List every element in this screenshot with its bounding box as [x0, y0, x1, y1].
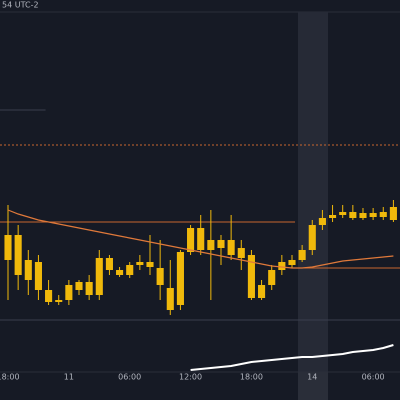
candle-body — [288, 260, 296, 265]
candle-body — [227, 240, 235, 255]
line-series — [190, 344, 394, 371]
x-tick-label: 06:00 — [362, 373, 385, 382]
candle-body — [55, 300, 63, 302]
timezone-label: 54 UTC-2 — [2, 1, 39, 10]
candle-body — [247, 255, 255, 298]
candle-body — [329, 215, 337, 218]
candle-body — [339, 212, 347, 215]
candle-body — [318, 218, 326, 225]
candle-body — [65, 285, 73, 300]
candle-body — [359, 213, 367, 218]
candle-body — [298, 250, 306, 260]
candle-body — [258, 285, 266, 298]
candle-body — [146, 262, 154, 267]
highlight-axis — [298, 372, 328, 400]
x-tick-label: 14 — [307, 373, 317, 382]
candle-body — [34, 262, 42, 290]
candle-body — [4, 235, 12, 260]
candle-body — [349, 212, 357, 218]
candle-body — [14, 235, 22, 275]
candle-body — [166, 288, 174, 310]
candle-body — [197, 228, 205, 250]
candle-body — [156, 268, 164, 285]
x-tick-label: 11 — [64, 373, 74, 382]
line-series — [7, 209, 394, 269]
candle-body — [278, 262, 286, 270]
highlight-column — [298, 12, 328, 372]
candle-body — [187, 228, 195, 252]
candle-body — [389, 207, 397, 220]
candle-body — [207, 240, 215, 250]
candle-body — [268, 270, 276, 285]
candle-body — [85, 282, 93, 295]
x-tick-label: 06:00 — [118, 373, 141, 382]
candle-body — [45, 290, 53, 302]
candle-body — [105, 258, 113, 270]
candle-body — [379, 212, 387, 217]
candle-body — [308, 225, 316, 250]
x-tick-label: 12:00 — [179, 373, 202, 382]
candle-body — [126, 265, 134, 275]
candle-body — [369, 213, 377, 217]
candle-body — [116, 270, 124, 275]
candle-body — [217, 240, 225, 248]
x-tick-label: 18:00 — [0, 373, 20, 382]
candle-body — [136, 262, 144, 265]
candle-body — [95, 258, 103, 295]
candle-body — [75, 282, 83, 290]
candle-body — [237, 248, 245, 258]
x-tick-label: 18:00 — [240, 373, 263, 382]
candle-body — [24, 260, 32, 280]
candle-body — [176, 252, 184, 305]
